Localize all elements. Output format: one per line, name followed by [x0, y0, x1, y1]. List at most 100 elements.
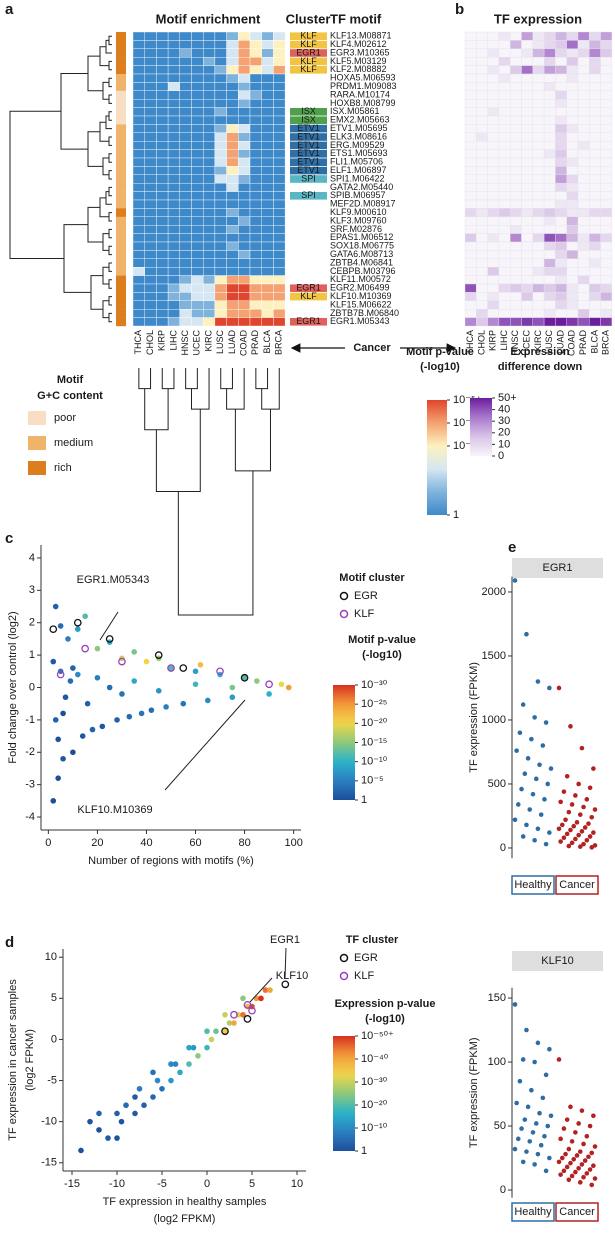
row-dendrogram: [108, 312, 112, 323]
heatmap-cell: [156, 300, 169, 310]
heatmap-cell: [589, 216, 601, 226]
heatmap-cell: [566, 132, 579, 142]
heatmap-cell: [464, 124, 477, 134]
heatmap-cell: [487, 317, 500, 327]
heatmap-cell: [566, 250, 579, 259]
facet-header: [512, 558, 603, 578]
heatmap-cell: [179, 309, 192, 318]
heatmap-cell: [167, 199, 181, 209]
column-dendrogram: [177, 470, 254, 616]
row-title: TF motif: [330, 11, 382, 26]
heatmap-cell: [249, 149, 262, 159]
heatmap-cell: [249, 283, 262, 293]
heatmap-cell: [589, 90, 601, 100]
heatmap-cell: [600, 283, 613, 293]
heatmap-cell: [532, 233, 545, 243]
heatmap-cell: [156, 57, 169, 66]
heatmap-cell: [555, 267, 567, 276]
heatmap-cell: [132, 82, 145, 92]
point: [150, 1094, 156, 1100]
heatmap-cell: [487, 98, 500, 108]
row-label: ZBTB4.M06841: [330, 257, 393, 267]
heatmap-cell: [144, 166, 157, 175]
heatmap-cell: [566, 241, 579, 251]
point: [186, 1061, 192, 1067]
heatmap-cell: [144, 191, 157, 201]
heatmap-cell: [521, 132, 534, 142]
heatmap-cell: [566, 157, 579, 167]
x-tick-label: -10: [109, 1178, 125, 1190]
heatmap-cell: [238, 31, 251, 41]
heatmap-cell: [577, 199, 590, 209]
heatmap-cell: [273, 98, 286, 108]
heatmap-cell: [167, 157, 181, 167]
cluster-label: ISX: [301, 106, 316, 116]
heatmap-cell: [191, 224, 204, 234]
heatmap-cell: [532, 73, 545, 83]
heatmap-cell: [543, 199, 556, 209]
heatmap-cell: [577, 73, 590, 83]
heatmap-cell: [589, 82, 601, 92]
heatmap-cell: [273, 31, 286, 41]
heatmap-cell: [238, 115, 251, 125]
heatmap-cell: [273, 157, 286, 167]
legend-label: KLF: [354, 608, 374, 620]
heatmap-cell: [510, 258, 522, 268]
heatmap-cell: [600, 174, 613, 184]
point: [561, 835, 567, 841]
point: [70, 665, 76, 671]
heatmap-cell: [249, 317, 262, 327]
column-label: BLCA: [262, 330, 272, 354]
heatmap-cell: [202, 57, 216, 66]
heatmap-cell: [589, 292, 601, 301]
heatmap-cell: [249, 224, 262, 234]
heatmap-cell: [167, 31, 181, 41]
cluster-point: [265, 680, 273, 689]
x-tick-label: 40: [140, 837, 152, 849]
point: [566, 1146, 572, 1152]
heatmap-cell: [226, 191, 239, 201]
heatmap-cell: [487, 90, 500, 100]
heatmap-cell: [273, 267, 286, 276]
colorbar-tick-label: 10⁻²⁰: [361, 1099, 388, 1111]
heatmap-cell: [179, 224, 192, 234]
heatmap-cell: [566, 182, 579, 192]
heatmap-cell: [532, 199, 545, 209]
heatmap-cell: [600, 317, 613, 327]
gc-cell: [116, 242, 126, 251]
column-label: LUAD: [555, 330, 565, 355]
heatmap-cell: [261, 208, 274, 217]
point: [569, 840, 575, 846]
heatmap-cell: [476, 283, 488, 293]
gc-cell: [116, 292, 126, 301]
column-dendrogram: [144, 388, 169, 431]
point: [524, 1149, 529, 1154]
heatmap-cell: [156, 275, 169, 285]
heatmap-cell: [238, 233, 251, 243]
heatmap-cell: [226, 73, 239, 83]
heatmap-cell: [214, 48, 227, 58]
heatmap-cell: [510, 140, 522, 150]
colorbar: [427, 400, 447, 515]
legend-title: TF cluster: [346, 934, 399, 946]
row-dendrogram: [99, 46, 109, 67]
heatmap-cell: [577, 132, 590, 142]
heatmap-cell: [543, 283, 556, 293]
heatmap-cell: [156, 73, 169, 83]
heatmap-cell: [132, 73, 145, 83]
heatmap-cell: [179, 267, 192, 276]
gc-cell: [116, 233, 126, 243]
heatmap-cell: [521, 250, 534, 259]
heatmap-cell: [191, 73, 204, 83]
heatmap-cell: [532, 216, 545, 226]
row-label: CEBPB.M03796: [330, 266, 396, 276]
gc-cell: [116, 158, 126, 167]
point: [540, 1095, 546, 1101]
heatmap-cell: [543, 57, 556, 66]
heatmap-cell: [532, 300, 545, 310]
heatmap-cell: [202, 233, 216, 243]
heatmap-cell: [521, 208, 534, 217]
annotation-line: [284, 947, 287, 979]
row-label: FLI1.M05706: [330, 157, 383, 167]
heatmap-cell: [156, 309, 169, 318]
